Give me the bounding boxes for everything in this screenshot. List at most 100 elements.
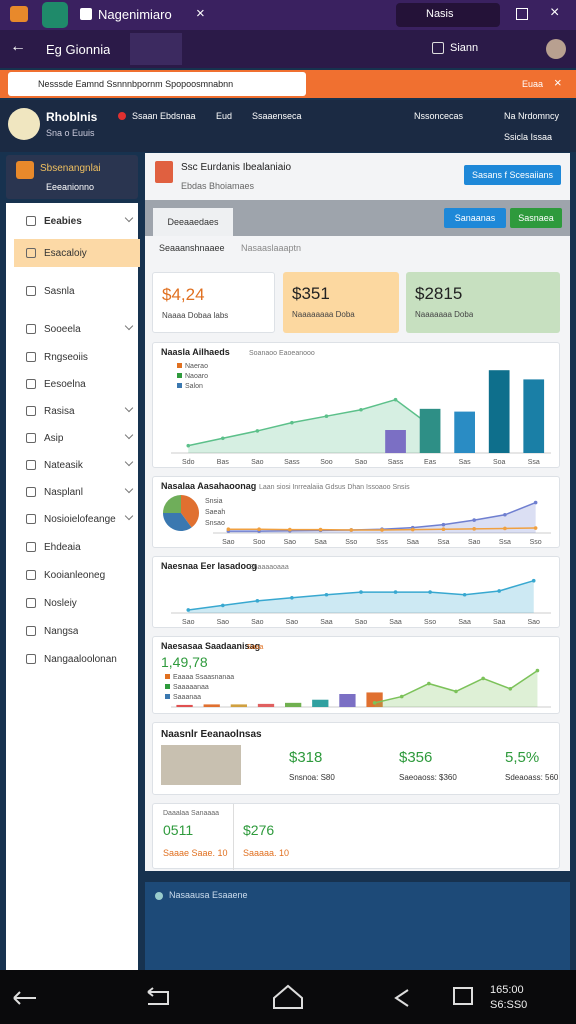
- area-fill: [188, 580, 534, 613]
- point: [221, 436, 225, 441]
- close-tab[interactable]: ×: [196, 5, 205, 22]
- nav-link[interactable]: Eud: [216, 111, 233, 121]
- x-tick-label: Saa: [458, 619, 471, 626]
- point: [533, 500, 538, 505]
- x-tick-label: Saa: [314, 539, 327, 546]
- date: S6:SS0: [490, 999, 528, 1011]
- chart-note: Laan siosi Inrrealaiia Gdsus Dhan Issoao…: [259, 484, 410, 491]
- point: [441, 522, 446, 527]
- tab[interactable]: Deeaaedaes: [153, 208, 233, 236]
- bottom-title: Daaalaa Sanaaaa: [163, 810, 220, 817]
- primary-button[interactable]: Sasans f Scesaiians: [464, 165, 561, 185]
- main-subtitle: Ebdas Bhoiamaes: [181, 181, 255, 191]
- nav-back[interactable]: [13, 991, 36, 1005]
- chevron: [124, 484, 134, 494]
- sidebar-item[interactable]: Sasnla: [14, 277, 140, 305]
- nav-prev[interactable]: [394, 989, 409, 1007]
- header-link[interactable]: Nssoncecas: [414, 111, 464, 121]
- sidebar-item[interactable]: Sooeela: [14, 315, 140, 343]
- point: [454, 689, 458, 694]
- sidebar-item[interactable]: Nangsa: [14, 617, 140, 645]
- stat-card: $2815 Naaaaaaa Doba: [406, 272, 560, 333]
- back-button[interactable]: ←: [10, 38, 26, 55]
- item-icon: [26, 626, 36, 636]
- point: [290, 596, 294, 600]
- header-link[interactable]: Na Nrdomncy: [504, 111, 560, 121]
- chart-title: Naesnaa Eer Iasadoog: [161, 561, 257, 571]
- subtab[interactable]: Seaaanshnaaee: [159, 243, 225, 253]
- blue-button[interactable]: Sanaanas: [444, 208, 506, 228]
- chart-card: Naesnaa Eer Iasadoog Snaaaaoaaa Sao Sao Sao S…: [152, 556, 560, 628]
- point: [533, 526, 538, 530]
- nav-recent[interactable]: [453, 987, 473, 1005]
- sidebar-item[interactable]: Rngseoiis: [14, 343, 140, 371]
- point: [255, 599, 260, 603]
- sidebar-item[interactable]: Nasplanl: [14, 478, 140, 506]
- status-dot: [118, 112, 126, 120]
- sidebar-item[interactable]: Rasisa: [14, 397, 140, 425]
- sidebar-item[interactable]: Esacaloiy: [14, 239, 140, 267]
- x-tick-label: Sao: [251, 459, 264, 466]
- banner-text: Nesssde Eamnd Ssnnnbpornm Spopoosmnabnn: [38, 79, 234, 89]
- point: [288, 527, 292, 532]
- legend-label: Saaaaanaa: [173, 684, 209, 691]
- summary-value: 5,5%: [505, 749, 540, 766]
- legend-label: Eaaaa Ssaasnanaa: [173, 674, 234, 681]
- x-tick-label: Saa: [493, 619, 506, 626]
- stat-value: $4,24: [162, 285, 205, 304]
- chart: Naasla Ailhaeds Soanaoo Eaoeanooo Sdo Bas Sa…: [161, 347, 551, 466]
- tab-icon[interactable]: [42, 2, 68, 28]
- point: [349, 528, 354, 532]
- point: [372, 701, 377, 705]
- maximize[interactable]: [516, 8, 528, 20]
- sidebar: Eeabies Esacaloiy Sasnla Sooeela Rngseoiis Ee…: [6, 203, 140, 970]
- sidebar-item[interactable]: Nateasik: [14, 451, 140, 479]
- active-tool[interactable]: [130, 33, 182, 65]
- sidebar-item[interactable]: Eesoelna: [14, 370, 140, 398]
- chart-card: Nasalaa Aasahaoonag Laan siosi Inrrealaii…: [152, 476, 560, 548]
- item-icon: [26, 542, 36, 552]
- brand-sub: Sna o Euuis: [46, 128, 95, 138]
- nav-home[interactable]: [273, 984, 303, 1009]
- green-button[interactable]: Sasnaea: [510, 208, 562, 228]
- brand: Rhoblnis: [46, 110, 98, 124]
- sidebar-item[interactable]: Nosioielofeange: [14, 505, 140, 533]
- header-link[interactable]: Ssicla Issaa: [504, 132, 553, 142]
- main-panel: Ssc Eurdanis Ibealaniaio Ebdas Bhoiamaes…: [145, 153, 570, 871]
- point: [481, 676, 485, 681]
- point: [359, 590, 363, 594]
- nav-return[interactable]: [147, 987, 169, 1005]
- legend-swatch: [177, 363, 182, 368]
- brand-logo: [8, 108, 40, 140]
- sidebar-item[interactable]: Asip: [14, 424, 140, 452]
- close-window[interactable]: ×: [550, 4, 560, 21]
- avatar[interactable]: [546, 39, 566, 59]
- item-label: Nangaaloolonan: [44, 653, 117, 665]
- sidebar-item[interactable]: Nosleiy: [14, 589, 140, 617]
- stat-value: $2815: [415, 284, 463, 303]
- nav-link[interactable]: Ssaan Ebdsnaa: [132, 111, 196, 121]
- tool-icon[interactable]: [432, 42, 444, 54]
- main-icon: [155, 161, 173, 183]
- subtab[interactable]: Nasaaslaaaptn: [241, 243, 302, 253]
- app-title: Eg Gionnia: [46, 42, 111, 57]
- bar: [230, 704, 247, 707]
- nav-link[interactable]: Ssaaenseca: [252, 111, 302, 121]
- tab-title[interactable]: Nagenimiaro: [98, 7, 172, 22]
- footer-dot: [155, 892, 163, 900]
- pie-label: Snsia: [205, 498, 223, 505]
- sidebar-item[interactable]: Nangaaloolonan: [14, 645, 140, 673]
- chart-card: Naasla Ailhaeds Soanaoo Eaoeanooo Sdo Bas Sa…: [152, 342, 560, 468]
- chevron: [124, 511, 134, 521]
- stat-value: $351: [292, 284, 330, 303]
- item-icon: [26, 352, 36, 362]
- point: [503, 526, 507, 531]
- footer-panel: Nasaausa Esaaene: [145, 882, 570, 970]
- sidebar-item[interactable]: Kooianleoneg: [14, 561, 140, 589]
- sidebar-item[interactable]: Eeabies: [14, 207, 140, 235]
- banner-close[interactable]: ×: [554, 75, 562, 90]
- banner-action[interactable]: Euaa: [522, 79, 544, 89]
- item-label: Rasisa: [44, 405, 75, 417]
- sidebar-item[interactable]: Ehdeaia: [14, 533, 140, 561]
- profile-pill[interactable]: Nasis: [396, 3, 500, 27]
